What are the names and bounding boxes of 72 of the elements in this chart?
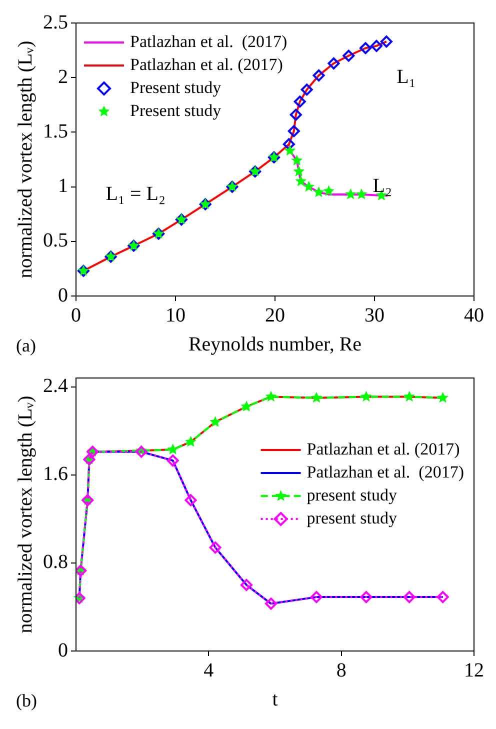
- point: [437, 392, 449, 403]
- point: [323, 185, 334, 196]
- point: [380, 36, 392, 48]
- annotation: L₂: [372, 175, 392, 198]
- point: [303, 180, 315, 192]
- point: [356, 188, 368, 200]
- x-tick-label: 30: [364, 304, 384, 326]
- y-tick-label: 1.6: [43, 463, 68, 486]
- point: [370, 40, 382, 52]
- point: [344, 188, 356, 200]
- y-tick-label: 0.8: [43, 551, 68, 574]
- legend-label: Patlazhan et al. (2017): [306, 462, 464, 482]
- y-tick-label: 2.4: [43, 375, 68, 398]
- y-axis-title: normalized vortex length (Lᵥ): [14, 396, 36, 634]
- legend-label: Present study: [130, 100, 222, 120]
- legend-label: Patlazhan et al. (2017): [130, 54, 283, 74]
- point: [295, 175, 307, 186]
- point: [342, 50, 355, 62]
- text: (a): [16, 336, 36, 356]
- point: [294, 96, 306, 108]
- legend-label: present study: [306, 485, 398, 504]
- y-tick-label: 2: [58, 66, 68, 88]
- y-tick-label: 0: [58, 284, 68, 306]
- point: [209, 542, 222, 554]
- point: [312, 69, 325, 82]
- point: [265, 598, 278, 610]
- x-tick-label: 8: [336, 659, 346, 682]
- point: [360, 390, 372, 402]
- x-tick-label: 40: [464, 304, 484, 326]
- point: [360, 42, 372, 54]
- y-tick-label: 2.5: [43, 11, 68, 34]
- legend-label: Patlazhan et al. (2017): [130, 32, 288, 51]
- y-axis-title: normalized vortex length (Lᵥ): [14, 40, 36, 278]
- legend-label: Patlazhan et al. (2017): [306, 439, 460, 458]
- point: [310, 591, 322, 604]
- point: [360, 591, 372, 604]
- annotation: L₁ = L₂: [106, 183, 166, 206]
- point: [166, 454, 179, 467]
- point: [328, 57, 340, 70]
- point: [436, 591, 449, 604]
- point: [265, 390, 277, 402]
- x-axis-title: Reynolds number, Re: [188, 333, 362, 356]
- point: [300, 84, 313, 96]
- legend-label: Present study: [130, 78, 222, 97]
- point: [167, 444, 179, 454]
- point: [240, 578, 252, 591]
- point: [404, 390, 416, 402]
- point: [288, 125, 300, 138]
- legend-label: present study: [306, 508, 398, 528]
- point: [310, 392, 322, 403]
- point: [290, 108, 302, 121]
- x-tick-label: 4: [204, 659, 214, 682]
- point: [210, 416, 222, 427]
- annotation: L₁: [396, 66, 416, 88]
- point: [403, 591, 416, 604]
- point: [184, 494, 197, 506]
- y-tick-label: 1.5: [43, 120, 68, 142]
- point: [284, 144, 296, 156]
- point: [240, 400, 252, 412]
- y-tick-label: 1: [58, 175, 68, 198]
- y-tick-label: 0: [58, 639, 68, 662]
- point: [185, 436, 196, 447]
- point: [313, 186, 324, 198]
- point: [282, 138, 295, 150]
- point: [293, 166, 305, 176]
- text: (b): [16, 690, 37, 711]
- x-tick-label: 20: [265, 304, 285, 326]
- x-tick-label: 10: [166, 304, 186, 326]
- y-tick-label: 0.5: [43, 230, 68, 252]
- point: [291, 154, 303, 166]
- x-tick-label: 12: [464, 659, 484, 682]
- x-axis-title: t: [272, 688, 278, 710]
